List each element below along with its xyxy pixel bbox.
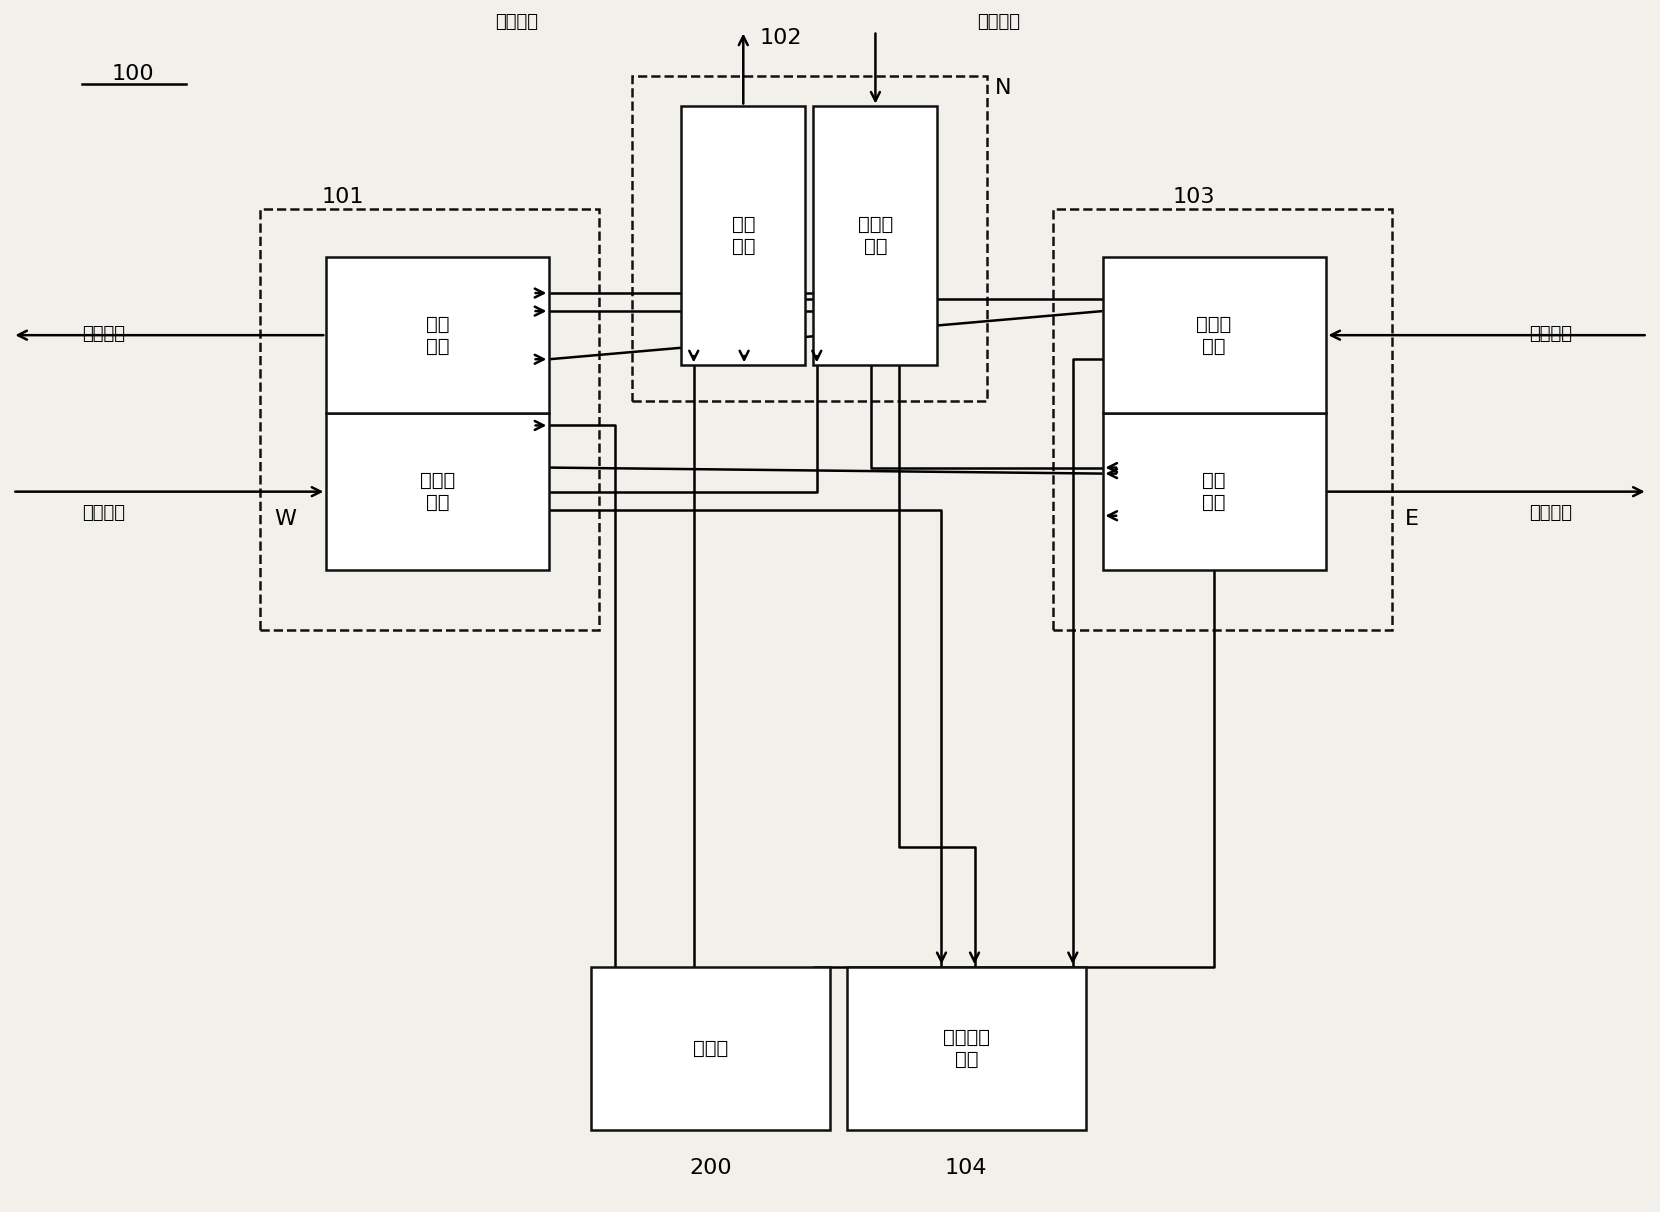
Text: 入口链路: 入口链路 xyxy=(81,504,124,522)
Text: 光处理
单元: 光处理 单元 xyxy=(1197,315,1232,355)
Text: N: N xyxy=(996,79,1011,98)
Text: 光处理
单元: 光处理 单元 xyxy=(858,216,893,257)
Text: 200: 200 xyxy=(691,1159,732,1178)
Text: 101: 101 xyxy=(322,187,364,207)
Text: 100: 100 xyxy=(111,64,154,84)
FancyBboxPatch shape xyxy=(327,413,549,570)
Text: 相干检测
单元: 相干检测 单元 xyxy=(943,1028,989,1069)
FancyBboxPatch shape xyxy=(1102,257,1325,413)
Text: E: E xyxy=(1404,509,1418,530)
Text: 入口链路: 入口链路 xyxy=(978,13,1019,32)
Text: 光耆
合器: 光耆 合器 xyxy=(1202,471,1225,513)
Text: 104: 104 xyxy=(945,1159,986,1178)
Text: 光处理
单元: 光处理 单元 xyxy=(420,471,455,513)
FancyBboxPatch shape xyxy=(813,107,938,365)
Text: 出口链路: 出口链路 xyxy=(81,325,124,343)
FancyBboxPatch shape xyxy=(591,967,830,1130)
Text: 光耆
合器: 光耆 合器 xyxy=(732,216,755,257)
FancyBboxPatch shape xyxy=(1102,413,1325,570)
Text: 出口链路: 出口链路 xyxy=(495,13,538,32)
Text: 信号源: 信号源 xyxy=(692,1039,727,1058)
Text: 入口链路: 入口链路 xyxy=(1529,325,1572,343)
FancyBboxPatch shape xyxy=(681,107,805,365)
Text: 102: 102 xyxy=(759,28,802,47)
FancyBboxPatch shape xyxy=(847,967,1086,1130)
FancyBboxPatch shape xyxy=(327,257,549,413)
Text: 光耆
合器: 光耆 合器 xyxy=(427,315,450,355)
Text: W: W xyxy=(274,509,295,530)
Text: 103: 103 xyxy=(1172,187,1215,207)
Text: 出口链路: 出口链路 xyxy=(1529,504,1572,522)
